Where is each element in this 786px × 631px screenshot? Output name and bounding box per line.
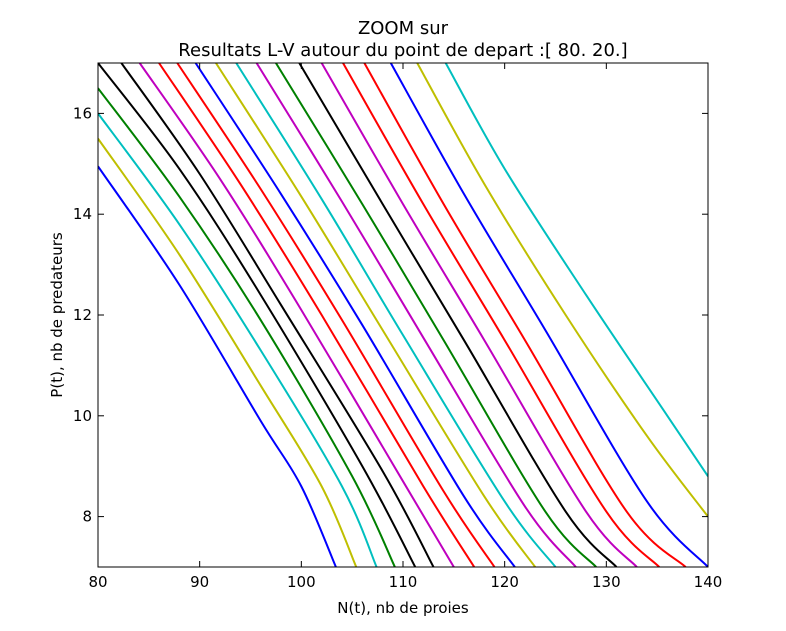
series-line-19 bbox=[389, 63, 708, 567]
x-tick-label: 90 bbox=[190, 573, 209, 591]
series-line-18 bbox=[363, 63, 687, 567]
series-line-21 bbox=[444, 63, 708, 477]
series-line-8 bbox=[158, 63, 476, 567]
series-line-16 bbox=[320, 63, 638, 567]
series-line-11 bbox=[215, 63, 536, 567]
series-line-17 bbox=[342, 63, 660, 567]
series-line-12 bbox=[235, 63, 557, 567]
series-layer bbox=[98, 63, 708, 567]
plot-area-background bbox=[98, 63, 708, 567]
y-tick-label: 10 bbox=[73, 407, 92, 425]
series-line-2 bbox=[98, 138, 358, 567]
series-line-13 bbox=[255, 63, 577, 567]
series-line-20 bbox=[416, 63, 708, 518]
series-line-3 bbox=[98, 112, 378, 567]
x-tick-label: 120 bbox=[490, 573, 519, 591]
x-tick-label: 130 bbox=[592, 573, 621, 591]
series-line-15 bbox=[298, 63, 618, 567]
series-line-4 bbox=[98, 87, 396, 567]
series-line-1 bbox=[98, 165, 337, 567]
x-tick-label: 100 bbox=[287, 573, 316, 591]
y-tick-label: 8 bbox=[82, 508, 92, 526]
series-line-6 bbox=[120, 63, 435, 567]
series-line-10 bbox=[194, 63, 516, 567]
x-tick-label: 140 bbox=[694, 573, 723, 591]
y-axis-label: P(t), nb de predateurs bbox=[48, 232, 66, 398]
series-line-5 bbox=[98, 63, 417, 567]
chart-title-line2: Resultats L-V autour du point de depart … bbox=[178, 40, 627, 61]
x-tick-label: 80 bbox=[88, 573, 107, 591]
chart-title-line1: ZOOM sur bbox=[358, 18, 449, 39]
y-tick-label: 12 bbox=[73, 306, 92, 324]
x-axis-label: N(t), nb de proies bbox=[337, 599, 469, 617]
series-line-7 bbox=[138, 63, 455, 567]
y-tick-label: 14 bbox=[73, 205, 92, 223]
y-tick-label: 16 bbox=[73, 104, 92, 122]
series-line-9 bbox=[176, 63, 496, 567]
series-line-14 bbox=[275, 63, 597, 567]
plot-frame bbox=[97, 62, 709, 568]
x-tick-label: 110 bbox=[389, 573, 418, 591]
